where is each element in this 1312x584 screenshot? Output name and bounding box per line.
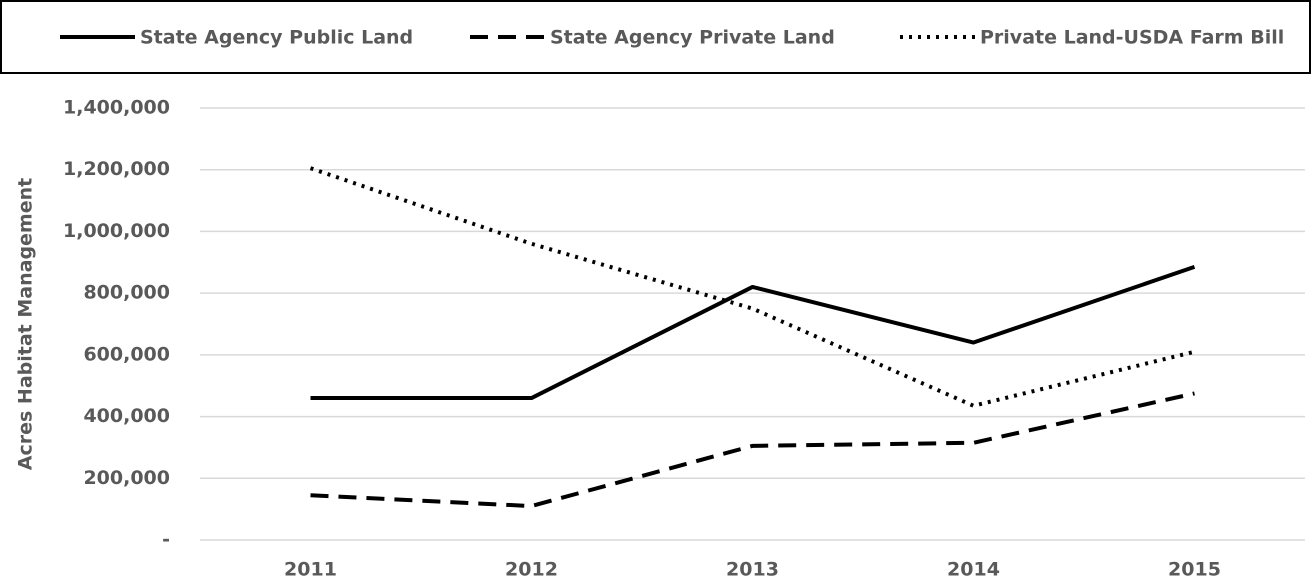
legend-label: Private Land-USDA Farm Bill <box>980 27 1284 49</box>
y-tick-label: 800,000 <box>83 282 170 304</box>
x-tick-label: 2013 <box>726 559 779 581</box>
y-tick-label: 200,000 <box>83 467 170 489</box>
series-line <box>310 265 1196 401</box>
series-line <box>309 166 1195 408</box>
x-tick-label: 2015 <box>1168 559 1221 581</box>
y-tick-label: 1,000,000 <box>63 220 170 242</box>
y-tick-label: 600,000 <box>83 343 170 365</box>
y-tick-label: - <box>162 529 170 551</box>
x-tick-label: 2012 <box>505 559 558 581</box>
y-tick-label: 400,000 <box>83 405 170 427</box>
x-tick-label: 2011 <box>284 559 337 581</box>
legend-label: State Agency Public Land <box>140 27 413 49</box>
legend-box <box>0 0 1311 74</box>
series-line <box>310 391 1195 509</box>
y-tick-label: 1,200,000 <box>63 158 170 180</box>
y-axis-label: Acres Habitat Management <box>15 178 37 470</box>
legend-label: State Agency Private Land <box>550 27 835 49</box>
x-tick-label: 2014 <box>947 559 1000 581</box>
y-tick-label: 1,400,000 <box>63 97 170 119</box>
